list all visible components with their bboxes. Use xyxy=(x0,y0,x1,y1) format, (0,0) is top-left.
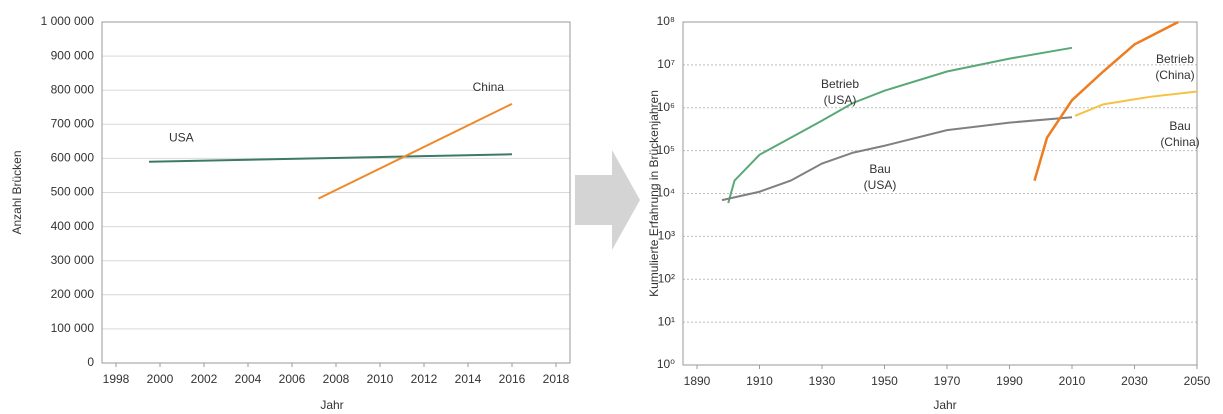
x-tick-label: 2000 xyxy=(147,372,174,386)
x-axis-label: Jahr xyxy=(320,398,343,412)
series-line xyxy=(317,102,513,200)
x-tick-label: 2016 xyxy=(499,372,526,386)
x-tick-label: 2018 xyxy=(543,372,570,386)
x-axis-label: Jahr xyxy=(933,398,956,412)
y-tick-label: 600 000 xyxy=(51,151,95,165)
x-tick-label: 2008 xyxy=(323,372,350,386)
series-label: (USA) xyxy=(864,178,897,192)
x-tick-label: 2014 xyxy=(455,372,482,386)
y-tick-label: 10⁷ xyxy=(657,57,675,71)
y-tick-label: 1 000 000 xyxy=(41,14,95,28)
x-tick-label: 2010 xyxy=(1059,374,1086,388)
series-label: Betrieb xyxy=(1156,52,1194,66)
series-label: USA xyxy=(169,130,194,144)
series-line xyxy=(148,153,513,163)
y-tick-label: 100 000 xyxy=(51,321,95,335)
series-label: Betrieb xyxy=(821,77,859,91)
series-label: China xyxy=(473,80,505,94)
series-line xyxy=(1033,20,1179,181)
y-tick-label: 900 000 xyxy=(51,48,95,62)
y-tick-label: 10⁸ xyxy=(657,14,675,28)
y-tick-label: 10⁶ xyxy=(657,100,675,114)
x-tick-label: 1930 xyxy=(809,374,836,388)
series-label: Bau xyxy=(1169,119,1190,133)
x-tick-label: 1970 xyxy=(934,374,961,388)
x-tick-label: 1998 xyxy=(103,372,130,386)
x-tick-label: 1910 xyxy=(746,374,773,388)
y-tick-label: 400 000 xyxy=(51,219,95,233)
y-tick-label: 10⁴ xyxy=(656,186,675,200)
series-label: (USA) xyxy=(824,93,857,107)
x-tick-label: 2050 xyxy=(1184,374,1211,388)
y-tick-label: 10² xyxy=(658,271,675,285)
y-tick-label: 10¹ xyxy=(658,314,675,328)
arrow xyxy=(575,150,640,250)
x-tick-label: 1950 xyxy=(871,374,898,388)
y-tick-label: 10⁰ xyxy=(657,357,675,371)
x-tick-label: 2010 xyxy=(367,372,394,386)
y-tick-label: 700 000 xyxy=(51,116,95,130)
y-tick-label: 500 000 xyxy=(51,185,95,199)
plot-frame xyxy=(682,21,1198,366)
series-line xyxy=(721,116,1073,202)
series-line xyxy=(1074,90,1198,117)
series-label: (China) xyxy=(1155,68,1194,82)
y-axis-label: Anzahl Brücken xyxy=(10,150,24,234)
y-tick-label: 10³ xyxy=(658,229,675,243)
x-tick-label: 1890 xyxy=(684,374,711,388)
y-tick-label: 10⁵ xyxy=(657,143,675,157)
series-label: (China) xyxy=(1160,135,1199,149)
x-tick-label: 2006 xyxy=(279,372,306,386)
x-tick-label: 1990 xyxy=(996,374,1023,388)
y-tick-label: 300 000 xyxy=(51,253,95,267)
series-line xyxy=(727,46,1073,204)
y-tick-label: 0 xyxy=(87,355,94,369)
x-tick-label: 2002 xyxy=(191,372,218,386)
x-tick-label: 2004 xyxy=(235,372,262,386)
y-tick-label: 200 000 xyxy=(51,287,95,301)
x-tick-label: 2012 xyxy=(411,372,438,386)
series-label: Bau xyxy=(869,162,890,176)
y-tick-label: 800 000 xyxy=(51,82,95,96)
x-tick-label: 2030 xyxy=(1121,374,1148,388)
y-axis-label: Kumulierte Erfahrung in Brückenjahren xyxy=(647,90,661,297)
